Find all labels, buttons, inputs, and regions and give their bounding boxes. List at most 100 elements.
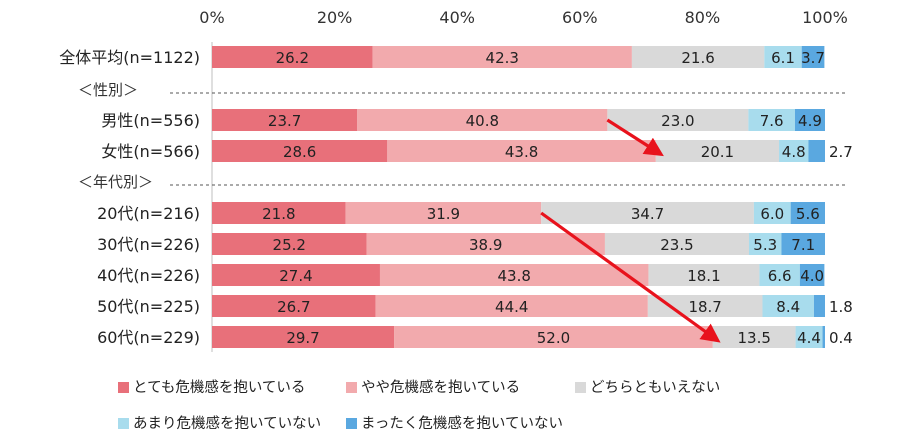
x-tick-label: 0% [199, 8, 224, 27]
data-label: 6.6 [768, 267, 792, 285]
data-label: 43.8 [498, 267, 531, 285]
group-header-label: ＜年代別＞ [78, 173, 153, 191]
x-tick-label: 80% [685, 8, 721, 27]
x-tick-label: 40% [439, 8, 475, 27]
group-separators [170, 92, 845, 186]
data-label: 6.0 [760, 205, 784, 223]
data-label: 21.6 [681, 49, 714, 67]
legend-label: やや危機感を抱いている [361, 379, 520, 396]
bar-segment [799, 264, 825, 286]
legend-label: とても危機感を抱いている [133, 379, 305, 396]
bar-segment [813, 295, 825, 317]
data-label: 23.7 [268, 112, 301, 130]
bar-segment [794, 109, 825, 131]
data-label: 4.9 [798, 112, 822, 130]
bar-segment [212, 326, 395, 348]
data-label: 23.5 [660, 236, 693, 254]
bars: 26.2 42.3 21.6 6.1 3.7 23.7 40.8 23.0 7.6 4.9 28.6… [212, 46, 853, 348]
x-tick-label: 20% [317, 8, 353, 27]
bar-segment [631, 46, 765, 68]
data-label: 1.8 [829, 298, 853, 316]
bar-segment [795, 326, 823, 348]
bar-segment [212, 233, 367, 255]
data-label: 13.5 [737, 329, 770, 347]
bar-segment [212, 109, 358, 131]
category-label: 30代(n=226) [97, 235, 200, 254]
data-label: 23.0 [661, 112, 694, 130]
data-label: 18.7 [688, 298, 721, 316]
data-label: 26.7 [277, 298, 310, 316]
data-label: 18.1 [687, 267, 720, 285]
data-label: 26.2 [276, 49, 309, 67]
bar-segment [387, 140, 656, 162]
data-label: 5.3 [753, 236, 777, 254]
bar-segment [748, 233, 782, 255]
bar-segment [712, 326, 796, 348]
data-label: 4.0 [800, 267, 824, 285]
bar-segment [648, 264, 760, 286]
bar-segment [345, 202, 542, 224]
category-label: 全体平均(n=1122) [59, 48, 200, 67]
data-label: 43.8 [505, 143, 538, 161]
group-header-label: ＜性別＞ [78, 81, 138, 99]
data-label: 40.8 [466, 112, 499, 130]
legend: とても危機感を抱いている やや危機感を抱いている どちらともいえないあまり危機感を抱… [118, 379, 720, 432]
bar-segment [764, 46, 802, 68]
bar-segment [781, 233, 825, 255]
data-label: 34.7 [631, 205, 664, 223]
bar-segment [375, 295, 648, 317]
bar-segment [790, 202, 825, 224]
bar-segment [808, 140, 825, 162]
annotation-arrow [540, 211, 721, 343]
data-label: 31.9 [427, 205, 460, 223]
data-label: 28.6 [283, 143, 316, 161]
data-label: 20.1 [701, 143, 734, 161]
data-label: 42.3 [486, 49, 519, 67]
bar-segment [212, 46, 373, 68]
data-label: 21.8 [262, 205, 295, 223]
legend-swatch [346, 382, 357, 393]
bar-segment [822, 326, 825, 348]
bar-segment [604, 233, 749, 255]
bar-segment [366, 233, 605, 255]
bar-segment [607, 109, 749, 131]
bar-segment [759, 264, 800, 286]
bar-segment [779, 140, 809, 162]
x-axis-ticks: 0% 20% 40% 60% 80% 100% [199, 8, 848, 352]
data-label: 4.4 [797, 329, 821, 347]
bar-segment [212, 264, 380, 286]
bar-segment [394, 326, 713, 348]
bar-segment [762, 295, 814, 317]
category-labels: 全体平均(n=1122) ＜性別＞ 男性(n=556) 女性(n=566) ＜年代別＞ 2… [59, 48, 200, 347]
bar-segment [212, 295, 376, 317]
data-label: 29.7 [286, 329, 319, 347]
data-label: 0.4 [829, 329, 853, 347]
legend-swatch [118, 418, 129, 429]
annotation-arrow [606, 118, 664, 157]
data-label: 2.7 [829, 143, 853, 161]
data-label: 4.8 [782, 143, 806, 161]
bar-segment [655, 140, 780, 162]
category-label: 60代(n=229) [97, 328, 200, 347]
category-label: 40代(n=226) [97, 266, 200, 285]
bar-segment [753, 202, 791, 224]
data-label: 38.9 [469, 236, 502, 254]
category-label: 50代(n=225) [97, 297, 200, 316]
category-label: 女性(n=566) [101, 142, 200, 161]
category-label: 20代(n=216) [97, 204, 200, 223]
data-label: 27.4 [279, 267, 312, 285]
legend-label: あまり危機感を抱いていない [133, 415, 321, 432]
data-label: 52.0 [537, 329, 570, 347]
category-label: 男性(n=556) [101, 111, 200, 130]
bar-segment [379, 264, 649, 286]
data-label: 25.2 [273, 236, 306, 254]
x-tick-label: 100% [802, 8, 848, 27]
data-label: 6.1 [771, 49, 795, 67]
bar-segment [357, 109, 608, 131]
bar-segment [212, 202, 346, 224]
x-tick-label: 60% [562, 8, 598, 27]
bar-segment [212, 140, 388, 162]
legend-swatch [575, 382, 586, 393]
data-label: 3.7 [801, 49, 825, 67]
